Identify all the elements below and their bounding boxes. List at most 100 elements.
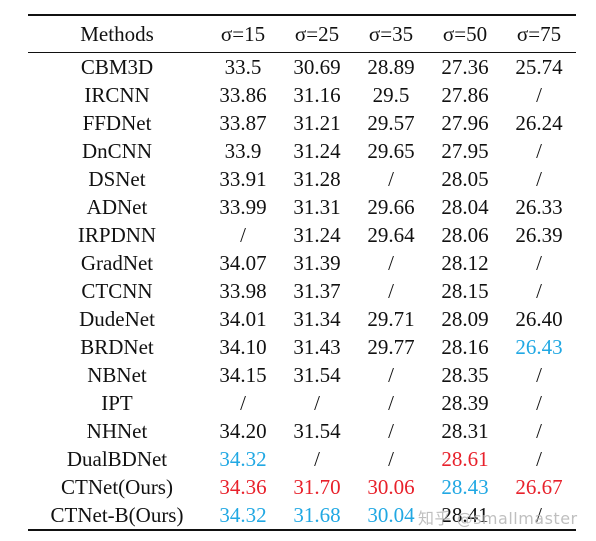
psnr-value-cell: 28.16 — [441, 335, 489, 359]
psnr-value-cell: 34.20 — [219, 419, 267, 443]
table-row: GradNet 34.07 31.39 / 28.12 / — [28, 249, 576, 277]
method-name-cell: BRDNet — [80, 335, 154, 359]
psnr-value-cell: 30.06 — [367, 475, 415, 499]
psnr-value-cell: 31.21 — [293, 111, 341, 135]
psnr-value-cell: / — [314, 391, 320, 415]
table-header-row: Methods σ=15 σ=25 σ=35 σ=50 σ=75 — [28, 15, 576, 53]
header-methods: Methods — [80, 22, 154, 46]
table-row: CTCNN 33.98 31.37 / 28.15 / — [28, 277, 576, 305]
psnr-value-cell: 31.68 — [293, 503, 341, 527]
denoising-results-table: Methods σ=15 σ=25 σ=35 σ=50 σ=75 CBM3D 33… — [28, 14, 576, 531]
psnr-value-cell: / — [388, 251, 394, 275]
psnr-value-cell: 26.43 — [515, 335, 563, 359]
method-name-cell: FFDNet — [82, 111, 152, 135]
psnr-value-cell: 27.95 — [441, 139, 489, 163]
method-name-cell: DudeNet — [79, 307, 155, 331]
psnr-value-cell: 28.04 — [441, 195, 489, 219]
psnr-value-cell: 34.36 — [219, 475, 267, 499]
psnr-value-cell: / — [388, 279, 394, 303]
method-name-cell: CTNet(Ours) — [61, 475, 173, 499]
psnr-value-cell: 34.10 — [219, 335, 267, 359]
psnr-value-cell: 34.07 — [219, 251, 267, 275]
method-name-cell: IPT — [101, 391, 133, 415]
psnr-value-cell: 31.16 — [293, 83, 341, 107]
psnr-value-cell: / — [536, 447, 542, 471]
psnr-value-cell: 31.31 — [293, 195, 341, 219]
psnr-value-cell: 29.57 — [367, 111, 415, 135]
table-row: DualBDNet 34.32 / / 28.61 / — [28, 445, 576, 473]
table-row: DudeNet 34.01 31.34 29.71 28.09 26.40 — [28, 305, 576, 333]
table-row: NBNet 34.15 31.54 / 28.35 / — [28, 361, 576, 389]
psnr-value-cell: / — [388, 391, 394, 415]
psnr-value-cell: / — [536, 279, 542, 303]
psnr-value-cell: / — [536, 251, 542, 275]
psnr-value-cell: 28.06 — [441, 223, 489, 247]
table-row: IRPDNN / 31.24 29.64 28.06 26.39 — [28, 221, 576, 249]
psnr-value-cell: 28.35 — [441, 363, 489, 387]
table-body: CBM3D 33.5 30.69 28.89 27.36 25.74 IRCNN 33.86 3… — [28, 53, 576, 530]
psnr-value-cell: 29.65 — [367, 139, 415, 163]
psnr-value-cell: 34.15 — [219, 363, 267, 387]
psnr-value-cell: 29.5 — [372, 83, 410, 107]
psnr-value-cell: 31.54 — [293, 419, 341, 443]
psnr-value-cell: 27.36 — [441, 55, 489, 79]
psnr-value-cell: / — [536, 363, 542, 387]
method-name-cell: DualBDNet — [66, 447, 168, 471]
psnr-value-cell: 31.34 — [293, 307, 341, 331]
table-row: CBM3D 33.5 30.69 28.89 27.36 25.74 — [28, 53, 576, 82]
results-table-container: Methods σ=15 σ=25 σ=35 σ=50 σ=75 CBM3D 33… — [28, 14, 576, 531]
psnr-value-cell: / — [536, 83, 542, 107]
header-sigma-75: σ=75 — [516, 22, 562, 46]
psnr-value-cell: 31.54 — [293, 363, 341, 387]
psnr-value-cell: / — [536, 139, 542, 163]
psnr-value-cell: 33.87 — [219, 111, 267, 135]
psnr-value-cell: 28.05 — [441, 167, 489, 191]
header-sigma-50: σ=50 — [442, 22, 488, 46]
header-sigma-25: σ=25 — [294, 22, 340, 46]
table-row: DSNet 33.91 31.28 / 28.05 / — [28, 165, 576, 193]
psnr-value-cell: / — [536, 391, 542, 415]
method-name-cell: DSNet — [88, 167, 146, 191]
table-row: CTNet-B(Ours) 34.32 31.68 30.04 28.41 / — [28, 501, 576, 530]
psnr-value-cell: 27.96 — [441, 111, 489, 135]
psnr-value-cell: / — [240, 391, 246, 415]
watermark: 知乎 @smallmaster — [418, 509, 578, 528]
psnr-value-cell: 33.98 — [219, 279, 267, 303]
psnr-value-cell: 28.12 — [441, 251, 489, 275]
table-row: FFDNet 33.87 31.21 29.57 27.96 26.24 — [28, 109, 576, 137]
method-name-cell: ADNet — [86, 195, 148, 219]
table-row: CTNet(Ours) 34.36 31.70 30.06 28.43 26.67 — [28, 473, 576, 501]
header-sigma-15: σ=15 — [220, 22, 266, 46]
method-name-cell: IRCNN — [84, 83, 150, 107]
psnr-value-cell: 26.67 — [515, 475, 563, 499]
psnr-value-cell: / — [388, 167, 394, 191]
psnr-value-cell: 29.71 — [367, 307, 415, 331]
psnr-value-cell: 33.5 — [224, 55, 262, 79]
psnr-value-cell: 33.86 — [219, 83, 267, 107]
table-row: BRDNet 34.10 31.43 29.77 28.16 26.43 — [28, 333, 576, 361]
psnr-value-cell: 28.15 — [441, 279, 489, 303]
psnr-value-cell: 33.99 — [219, 195, 267, 219]
psnr-value-cell: 28.61 — [441, 447, 489, 471]
table-row: IRCNN 33.86 31.16 29.5 27.86 / — [28, 81, 576, 109]
method-name-cell: CTCNN — [81, 279, 153, 303]
psnr-value-cell: / — [240, 223, 246, 247]
table-row: DnCNN 33.9 31.24 29.65 27.95 / — [28, 137, 576, 165]
psnr-value-cell: 31.70 — [293, 475, 341, 499]
psnr-value-cell: / — [388, 363, 394, 387]
psnr-value-cell: 31.24 — [293, 139, 341, 163]
psnr-value-cell: 26.33 — [515, 195, 563, 219]
psnr-value-cell: 28.41 — [441, 503, 489, 527]
method-name-cell: DnCNN — [81, 139, 152, 163]
psnr-value-cell: 30.04 — [367, 503, 415, 527]
psnr-value-cell: 29.64 — [367, 223, 415, 247]
header-sigma-35: σ=35 — [368, 22, 414, 46]
psnr-value-cell: 28.09 — [441, 307, 489, 331]
psnr-value-cell: 25.74 — [515, 55, 563, 79]
psnr-value-cell: 27.86 — [441, 83, 489, 107]
psnr-value-cell: / — [536, 167, 542, 191]
psnr-value-cell: 28.43 — [441, 475, 489, 499]
psnr-value-cell: / — [388, 419, 394, 443]
table-row: IPT / / / 28.39 / — [28, 389, 576, 417]
psnr-value-cell: 31.43 — [293, 335, 341, 359]
